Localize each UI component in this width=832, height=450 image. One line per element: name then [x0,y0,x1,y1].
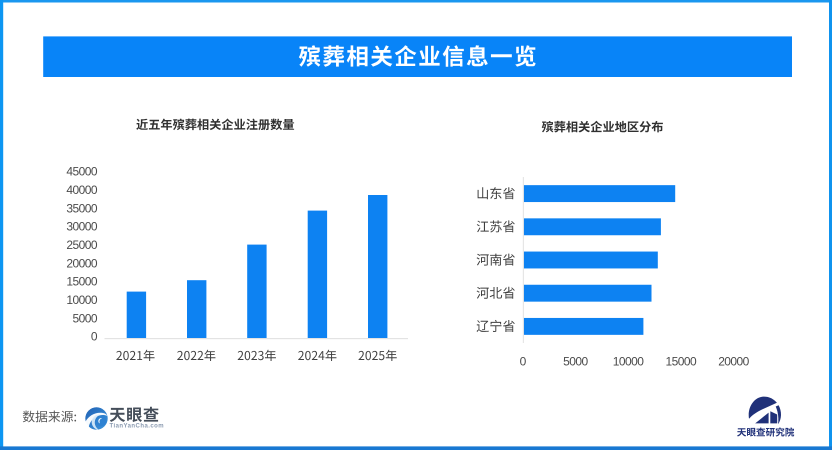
svg-text:25000: 25000 [66,238,97,252]
svg-text:0: 0 [520,354,527,368]
svg-text:45000: 45000 [66,165,97,179]
svg-text:20000: 20000 [66,256,97,270]
svg-text:35000: 35000 [66,201,97,215]
svg-text:0: 0 [91,330,98,344]
svg-text:TianYanCha.com: TianYanCha.com [110,423,165,429]
svg-text:15000: 15000 [665,354,696,368]
svg-text:5000: 5000 [73,311,98,325]
svg-text:30000: 30000 [66,220,97,234]
svg-text:5000: 5000 [563,354,588,368]
svg-text:40000: 40000 [66,183,97,197]
svg-text:10000: 10000 [613,354,644,368]
svg-text:20000: 20000 [718,354,749,368]
svg-text:10000: 10000 [66,293,97,307]
svg-text:15000: 15000 [66,275,97,289]
